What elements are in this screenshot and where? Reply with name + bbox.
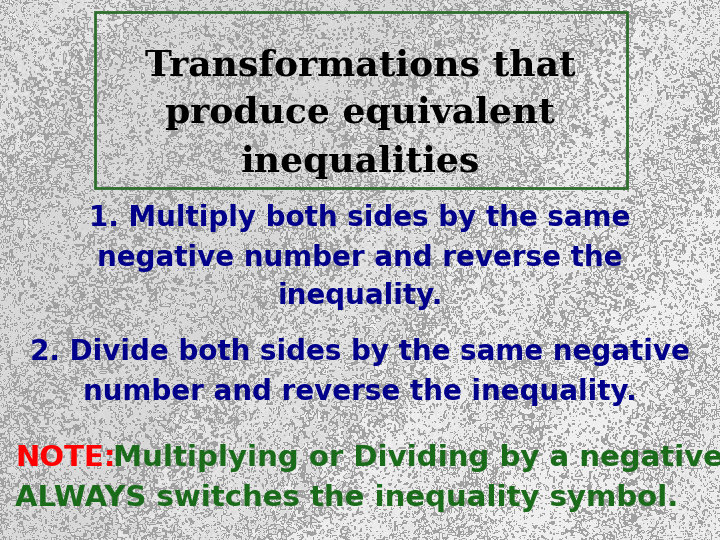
Text: 1. Multiply both sides by the same: 1. Multiply both sides by the same [89,204,631,232]
Text: 2. Divide both sides by the same negative: 2. Divide both sides by the same negativ… [30,338,690,366]
Text: Multiplying or Dividing by a negative: Multiplying or Dividing by a negative [103,444,720,472]
Text: NOTE:: NOTE: [15,444,115,472]
Text: Transformations that: Transformations that [145,48,575,82]
Text: produce equivalent: produce equivalent [165,96,555,130]
Text: number and reverse the inequality.: number and reverse the inequality. [83,378,637,406]
Text: negative number and reverse the: negative number and reverse the [97,244,623,272]
Text: inequalities: inequalities [240,145,480,179]
Text: ALWAYS switches the inequality symbol.: ALWAYS switches the inequality symbol. [15,484,678,512]
Text: inequality.: inequality. [277,282,443,310]
